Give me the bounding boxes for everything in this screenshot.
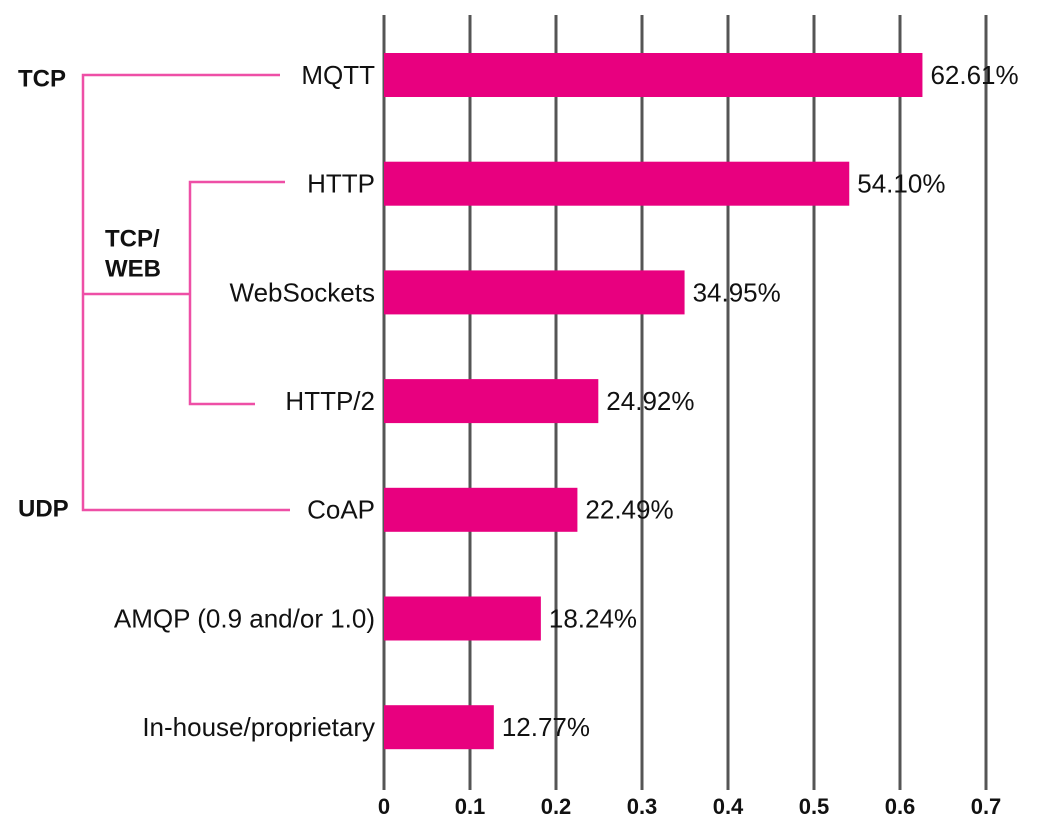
- x-tick-label: 0: [378, 794, 390, 819]
- bracket-tcp-udp: [81, 73, 290, 512]
- y-tick-label: MQTT: [301, 60, 375, 90]
- bracket-tcp-web: [188, 180, 285, 406]
- value-label: 12.77%: [502, 712, 590, 742]
- value-label: 22.49%: [585, 495, 673, 525]
- bar: [384, 270, 685, 315]
- group-label: TCP: [18, 65, 66, 92]
- y-tick-label: HTTP/2: [285, 386, 375, 416]
- group-label: WEB: [105, 255, 161, 282]
- bar: [384, 379, 599, 424]
- x-tick-label: 0.1: [455, 794, 486, 819]
- group-label: UDP: [18, 495, 69, 522]
- value-label: 62.61%: [930, 60, 1018, 90]
- bar: [384, 487, 578, 532]
- bar: [384, 53, 923, 97]
- y-tick-label: CoAP: [307, 495, 375, 525]
- y-tick-label: WebSockets: [230, 277, 375, 307]
- value-label: 54.10%: [857, 169, 945, 199]
- y-tick-label: In-house/proprietary: [142, 712, 375, 742]
- value-label: 34.95%: [693, 277, 781, 307]
- value-label: 24.92%: [606, 386, 694, 416]
- bar: [384, 161, 850, 206]
- x-tick-label: 0.5: [799, 794, 830, 819]
- group-label: TCP/: [105, 225, 160, 252]
- y-tick-label: HTTP: [307, 169, 375, 199]
- x-tick-label: 0.7: [971, 794, 1002, 819]
- x-tick-label: 0.6: [885, 794, 916, 819]
- group-brackets: [81, 73, 290, 512]
- y-tick-label: AMQP (0.9 and/or 1.0): [114, 603, 375, 633]
- x-tick-label: 0.4: [713, 794, 744, 819]
- x-tick-label: 0.3: [627, 794, 658, 819]
- bar: [384, 705, 494, 750]
- bar: [384, 596, 541, 641]
- value-label: 18.24%: [549, 603, 637, 633]
- x-tick-label: 0.2: [541, 794, 572, 819]
